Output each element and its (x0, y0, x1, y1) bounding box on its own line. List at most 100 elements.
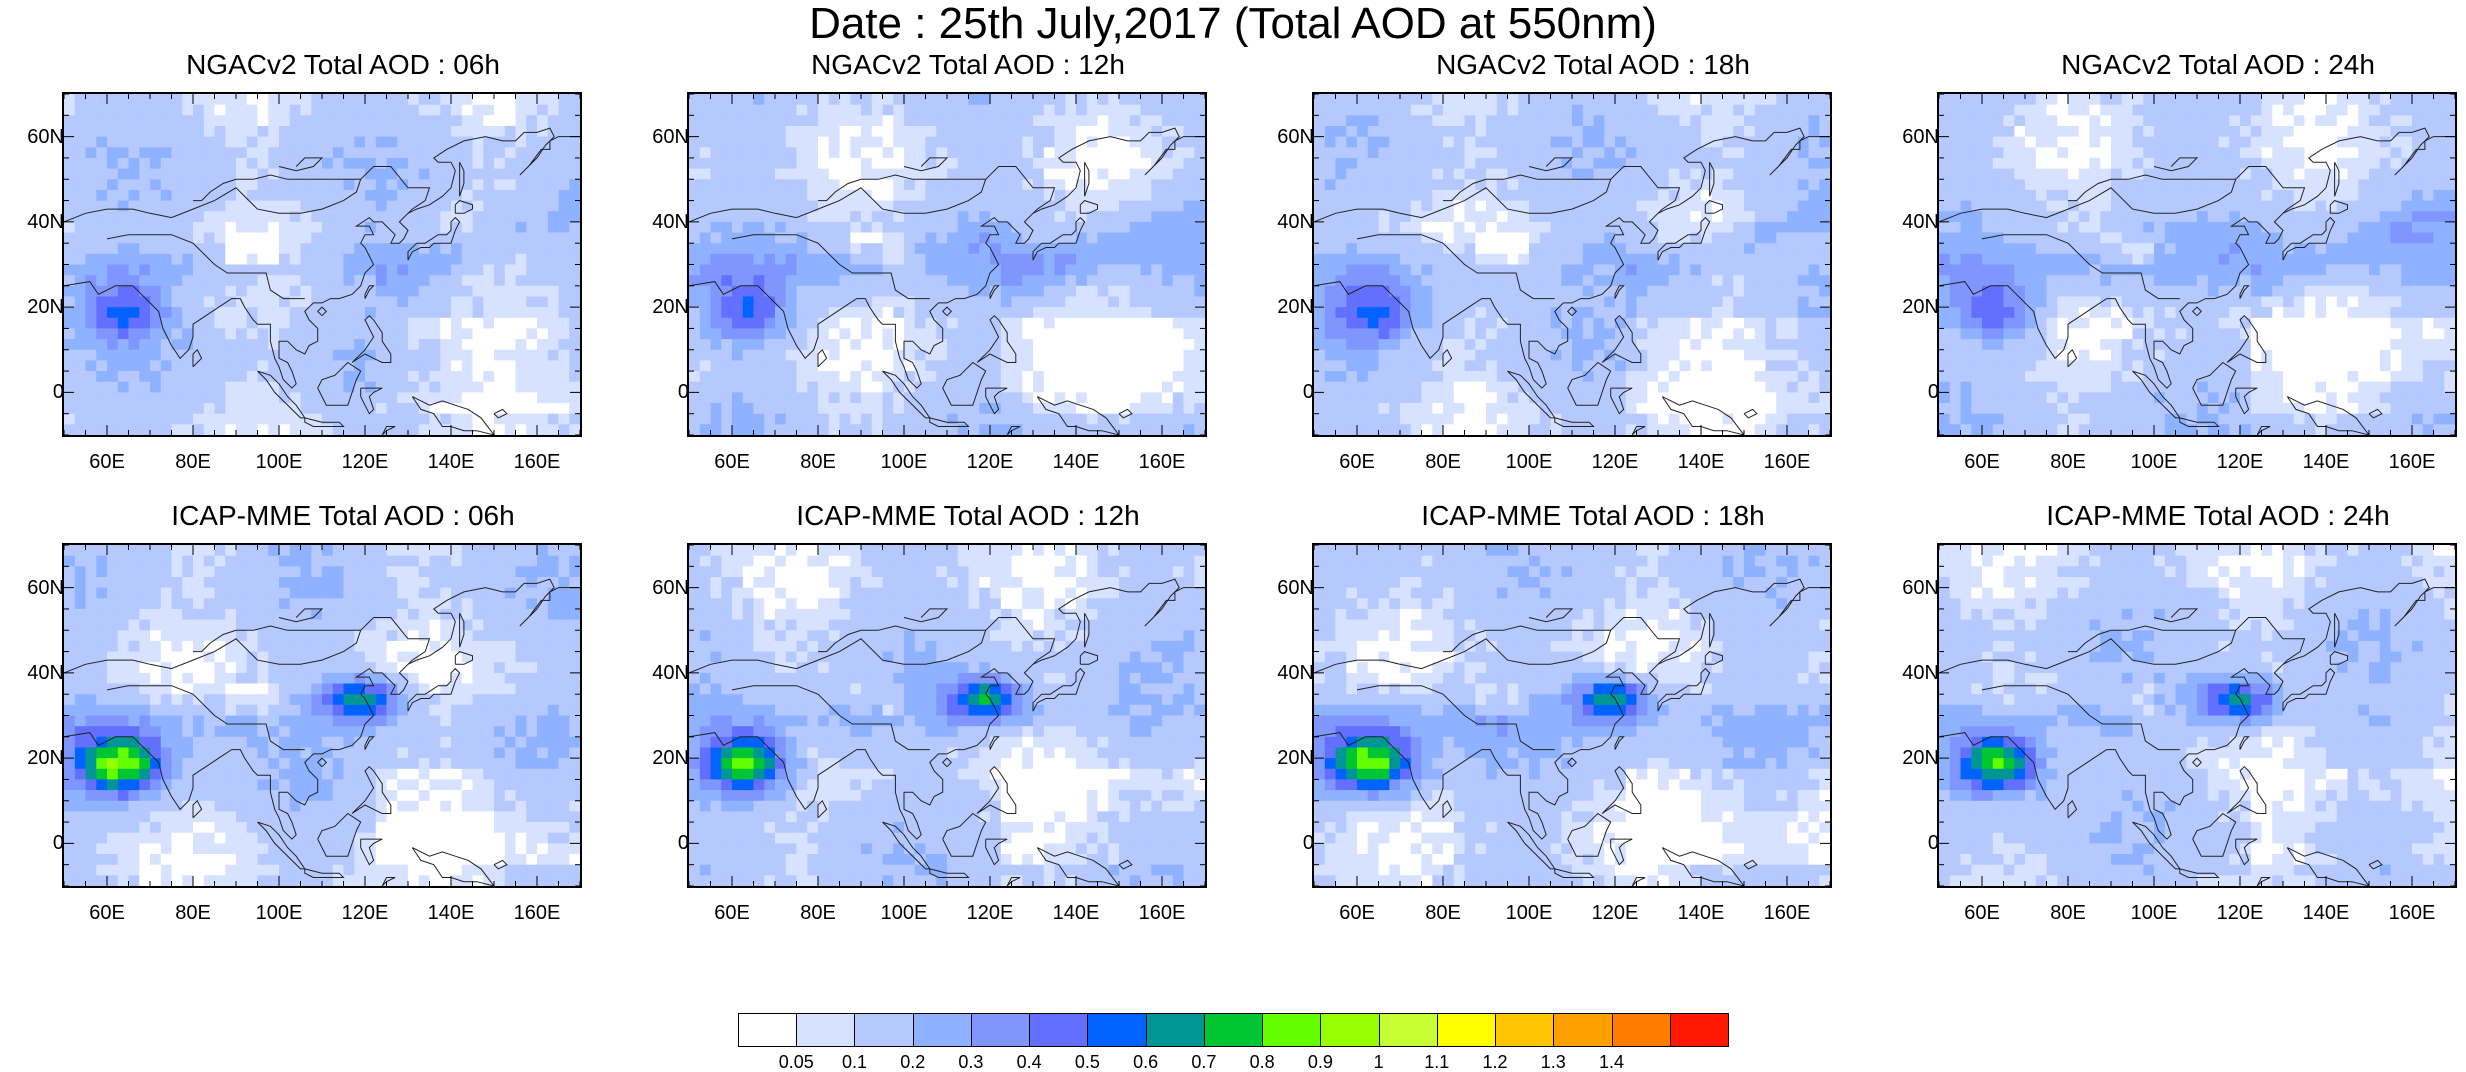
aod-cell (1411, 360, 1422, 371)
aod-cell (1325, 169, 1336, 180)
aod-cell (1723, 297, 1734, 308)
lat-tick-label: 20N (1254, 296, 1314, 318)
aod-cell (1184, 350, 1195, 361)
aod-cell (711, 158, 722, 169)
aod-cell (1108, 382, 1119, 393)
aod-cell (743, 350, 754, 361)
aod-cell (2111, 94, 2122, 105)
aod-cell (926, 275, 937, 286)
aod-cell (1615, 137, 1626, 148)
lat-tick-label: 40N (1254, 211, 1314, 233)
aod-cell (700, 350, 711, 361)
aod-cell (290, 424, 301, 435)
aod-cell (161, 137, 172, 148)
aod-cell (559, 424, 570, 435)
aod-cell (1325, 254, 1336, 265)
aod-cell (1065, 243, 1076, 254)
aod-cell (1540, 147, 1551, 158)
aod-cell (107, 243, 118, 254)
aod-cell (494, 339, 505, 350)
aod-cell (1065, 211, 1076, 222)
aod-cell (1336, 115, 1347, 126)
aod-cell (473, 115, 484, 126)
aod-cell (861, 414, 872, 425)
aod-cell (936, 233, 947, 244)
aod-cell (883, 222, 894, 233)
aod-cell (1939, 94, 1950, 105)
aod-cell (926, 94, 937, 105)
aod-cell (526, 403, 537, 414)
aod-cell (258, 190, 269, 201)
aod-cell (204, 179, 215, 190)
aod-cell (1368, 392, 1379, 403)
aod-cell (354, 318, 365, 329)
aod-cell (1766, 297, 1777, 308)
aod-cell (1690, 158, 1701, 169)
aod-cell (1508, 360, 1519, 371)
aod-cell (2090, 94, 2101, 105)
aod-cell (1108, 179, 1119, 190)
aod-cell (1162, 233, 1173, 244)
aod-cell (516, 201, 527, 212)
aod-cell (1422, 318, 1433, 329)
aod-cell (1680, 286, 1691, 297)
aod-cell (258, 392, 269, 403)
aod-cell (279, 222, 290, 233)
aod-cell (548, 286, 559, 297)
aod-cell (354, 158, 365, 169)
aod-cell (193, 403, 204, 414)
aod-cell (204, 190, 215, 201)
aod-cell (1690, 403, 1701, 414)
aod-cell (1076, 328, 1087, 339)
aod-cell (1594, 382, 1605, 393)
aod-cell (129, 190, 140, 201)
aod-cell (107, 126, 118, 137)
aod-cell (1065, 328, 1076, 339)
aod-cell (1594, 350, 1605, 361)
aod-cell (279, 424, 290, 435)
aod-cell (1497, 115, 1508, 126)
aod-cell (711, 126, 722, 137)
aod-cell (1819, 307, 1830, 318)
aod-cell (1119, 137, 1130, 148)
aod-cell (1658, 382, 1669, 393)
aod-cell (182, 94, 193, 105)
aod-cell (1529, 115, 1540, 126)
aod-cell (1314, 403, 1325, 414)
aod-cell (797, 307, 808, 318)
aod-cell (818, 169, 829, 180)
aod-cell (1744, 307, 1755, 318)
aod-cell (1012, 243, 1023, 254)
aod-cell (1529, 94, 1540, 105)
aod-cell (1454, 94, 1465, 105)
aod-cell (1647, 297, 1658, 308)
aod-cell (861, 126, 872, 137)
aod-cell (1669, 265, 1680, 276)
aod-cell (139, 382, 150, 393)
aod-cell (1432, 424, 1443, 435)
aod-cell (1615, 297, 1626, 308)
aod-cell (1637, 286, 1648, 297)
aod-cell (1389, 307, 1400, 318)
aod-cell (526, 265, 537, 276)
aod-cell (1108, 126, 1119, 137)
aod-cell (1033, 414, 1044, 425)
aod-cell (182, 382, 193, 393)
aod-cell (764, 126, 775, 137)
aod-cell (516, 360, 527, 371)
aod-cell (1087, 339, 1098, 350)
aod-cell (1314, 137, 1325, 148)
aod-cell (1475, 190, 1486, 201)
aod-cell (86, 190, 97, 201)
aod-cell (1712, 115, 1723, 126)
aod-cell (1044, 243, 1055, 254)
aod-cell (204, 275, 215, 286)
aod-cell (1604, 318, 1615, 329)
aod-cell (1744, 424, 1755, 435)
aod-cell (193, 424, 204, 435)
aod-cell (1325, 179, 1336, 190)
aod-cell (236, 243, 247, 254)
aod-cell (1690, 382, 1701, 393)
aod-cell (1755, 339, 1766, 350)
aod-cell (786, 392, 797, 403)
